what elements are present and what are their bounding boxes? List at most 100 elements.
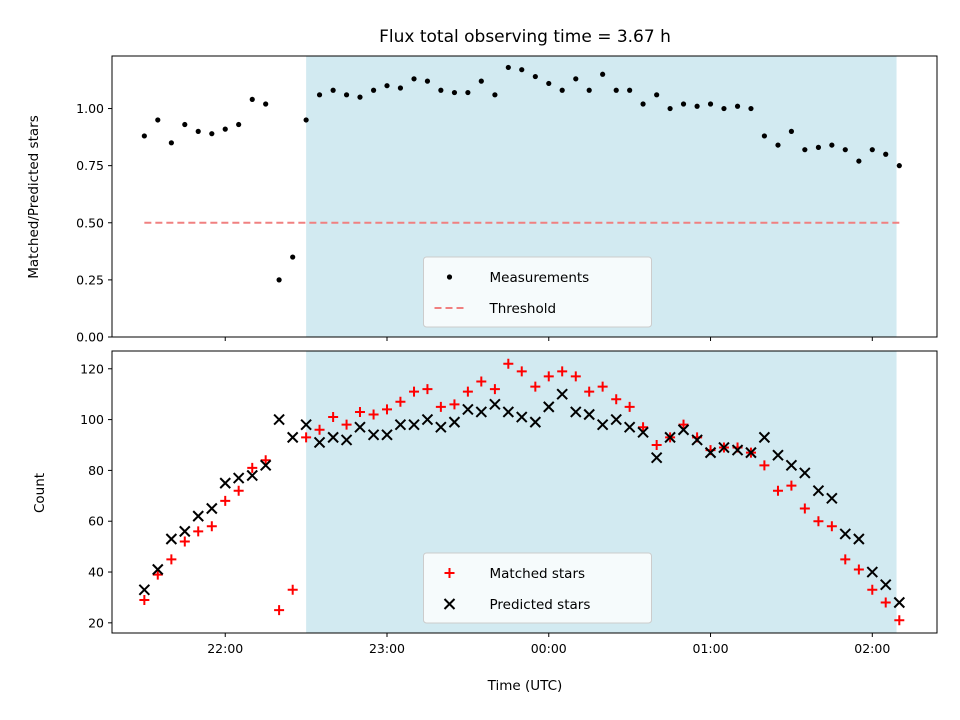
bottom-matched-stars-point bbox=[260, 455, 271, 466]
bottom-predicted-stars-point bbox=[192, 510, 204, 522]
bottom-predicted-stars-point bbox=[435, 421, 447, 433]
bottom-matched-stars-point bbox=[638, 422, 649, 433]
top-measurements-point bbox=[276, 277, 282, 283]
top-measurements-point bbox=[357, 94, 363, 100]
top-measurements-point bbox=[761, 133, 767, 139]
bottom-predicted-stars-point bbox=[489, 398, 501, 411]
top-measurements-point bbox=[195, 128, 201, 134]
bottom-x-tick-label: 00:00 bbox=[531, 641, 567, 656]
bottom-predicted-stars-point bbox=[799, 467, 811, 479]
top-measurements-point bbox=[316, 92, 323, 98]
bottom-matched-stars-point bbox=[193, 526, 204, 537]
bottom-predicted-stars-point bbox=[206, 502, 218, 515]
bottom-matched-stars-point bbox=[382, 404, 392, 415]
bottom-matched-stars-point bbox=[206, 521, 217, 532]
top-measurements-point bbox=[424, 78, 431, 84]
bottom-matched-stars-point bbox=[543, 371, 554, 382]
bottom-legend-predicted-stars-label: Predicted stars bbox=[490, 597, 591, 613]
bottom-predicted-stars-point bbox=[354, 421, 366, 433]
bottom-matched-stars-point bbox=[557, 366, 568, 377]
bottom-matched-stars-point bbox=[314, 424, 325, 435]
bottom-legend-matched-stars-label: Matched stars bbox=[490, 566, 586, 582]
bottom-matched-stars-point bbox=[611, 394, 622, 405]
bottom-predicted-stars-point bbox=[408, 418, 420, 431]
top-measurements-point bbox=[654, 92, 660, 98]
top-y-tick-label: 0.25 bbox=[76, 272, 104, 287]
bottom-y-axis-label: Count bbox=[32, 473, 48, 513]
bottom-predicted-stars-point bbox=[772, 449, 784, 461]
bottom-x-tick-label: 01:00 bbox=[693, 641, 729, 656]
bottom-matched-stars-point bbox=[867, 584, 878, 595]
bottom-matched-stars-point bbox=[287, 584, 298, 595]
bottom-predicted-stars-point bbox=[826, 492, 838, 505]
bottom-predicted-stars-point bbox=[152, 563, 164, 576]
bottom-predicted-stars-point bbox=[677, 424, 690, 436]
top-measurements-point bbox=[775, 142, 781, 148]
bottom-matched-stars-point bbox=[516, 366, 527, 377]
top-measurements-point bbox=[707, 101, 714, 107]
bottom-matched-stars-point bbox=[274, 605, 285, 616]
bottom-y-tick-label: 100 bbox=[80, 412, 104, 427]
top-measurements-point bbox=[748, 105, 754, 112]
bottom-predicted-stars-point bbox=[556, 388, 568, 400]
bottom-matched-stars-point bbox=[840, 554, 851, 565]
top-legend-measurements-label: Measurements bbox=[490, 270, 590, 286]
bottom-predicted-stars-point bbox=[650, 451, 663, 464]
top-measurements-point bbox=[600, 71, 606, 77]
top-measurements-point bbox=[168, 140, 174, 146]
bottom-predicted-stars-point bbox=[462, 403, 474, 416]
bottom-matched-stars-point bbox=[826, 521, 837, 532]
bottom-matched-stars-point bbox=[772, 485, 783, 496]
top-legend-measurements-marker bbox=[446, 274, 453, 280]
bottom-legend-matched-stars-marker bbox=[444, 568, 455, 578]
bottom-predicted-stars-point bbox=[583, 408, 595, 421]
top-y-tick-label: 0.00 bbox=[76, 330, 104, 345]
bottom-matched-stars-point bbox=[328, 412, 339, 423]
bottom-predicted-stars-point bbox=[637, 426, 649, 439]
top-measurements-point bbox=[384, 83, 390, 89]
bottom-matched-stars-point bbox=[422, 384, 433, 395]
top-measurements-point bbox=[627, 87, 633, 93]
top-measurements-point bbox=[236, 121, 242, 128]
bottom-matched-stars-point bbox=[624, 401, 635, 412]
top-measurements-point bbox=[586, 87, 592, 93]
top-measurements-point bbox=[721, 105, 727, 112]
bottom-matched-stars-point bbox=[489, 384, 500, 395]
bottom-matched-stars-point bbox=[759, 460, 770, 471]
bottom-matched-stars-point bbox=[449, 399, 460, 410]
top-y-tick-label: 0.50 bbox=[76, 215, 104, 230]
top-measurements-point bbox=[155, 117, 161, 123]
bottom-matched-stars-point bbox=[233, 485, 244, 496]
top-measurements-point bbox=[559, 87, 565, 93]
bottom-predicted-stars-point bbox=[421, 413, 434, 426]
top-measurements-point bbox=[438, 87, 444, 93]
bottom-predicted-stars-point bbox=[179, 525, 191, 538]
bottom-matched-stars-point bbox=[786, 480, 797, 491]
top-measurements-point bbox=[370, 87, 377, 93]
bottom-predicted-stars-point bbox=[313, 436, 326, 449]
bottom-predicted-stars-point bbox=[300, 418, 312, 431]
bottom-matched-stars-point bbox=[152, 569, 163, 580]
top-measurements-point bbox=[802, 147, 808, 153]
top-measurements-point bbox=[519, 67, 525, 73]
bottom-y-tick-label: 60 bbox=[88, 514, 104, 529]
top-measurements-point bbox=[667, 105, 673, 112]
top-y-axis-label: Matched/Predicted stars bbox=[26, 115, 42, 278]
bottom-predicted-stars-point bbox=[596, 418, 609, 431]
bottom-predicted-stars-point bbox=[623, 421, 636, 433]
top-measurements-point bbox=[330, 87, 336, 93]
top-measurements-point bbox=[734, 103, 741, 109]
top-measurements-point bbox=[222, 126, 228, 132]
bottom-predicted-stars-point bbox=[853, 533, 865, 545]
bottom-predicted-stars-point bbox=[839, 528, 851, 540]
bottom-predicted-stars-point bbox=[812, 485, 825, 497]
bottom-predicted-stars-point bbox=[448, 416, 461, 428]
bottom-matched-stars-point bbox=[894, 615, 905, 626]
top-measurements-point bbox=[883, 151, 889, 157]
bottom-predicted-stars-point bbox=[866, 566, 879, 578]
bottom-legend bbox=[423, 552, 652, 624]
top-measurements-point bbox=[263, 101, 269, 107]
bottom-predicted-stars-point bbox=[516, 411, 528, 423]
bottom-predicted-stars-point bbox=[610, 413, 622, 426]
top-measurements-point bbox=[343, 92, 350, 98]
